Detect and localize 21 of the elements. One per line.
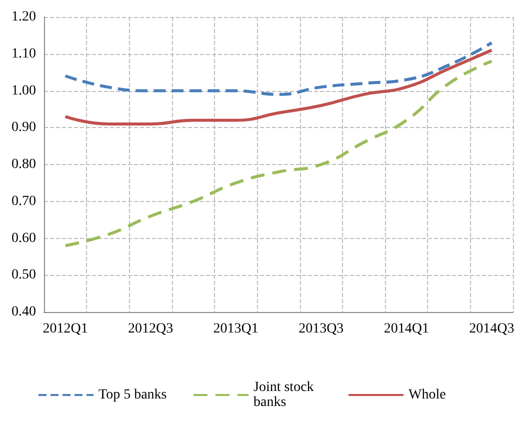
y-tick-label: 0.90 <box>12 120 36 136</box>
legend-label: Top 5 banks <box>98 388 167 402</box>
y-tick-label: 0.70 <box>12 194 36 209</box>
x-tick-label: 2012Q3 <box>128 322 174 336</box>
line-series <box>64 48 494 126</box>
y-tick-label: 1.00 <box>12 83 36 98</box>
y-tick-label: 0.60 <box>12 230 36 246</box>
y-tick-label: 1.10 <box>12 46 36 62</box>
x-tick-label: 2014Q3 <box>469 322 514 336</box>
y-tick-label: 0.40 <box>12 304 36 320</box>
legend-label: Whole <box>408 388 446 402</box>
y-tick-label: 0.50 <box>12 268 36 283</box>
x-tick-label: 2012Q1 <box>42 322 88 336</box>
x-tick-label: 2013Q1 <box>213 322 258 336</box>
line-series <box>64 60 494 248</box>
y-tick-label: 1.20 <box>12 10 36 24</box>
x-tick-label: 2013Q3 <box>298 322 344 336</box>
x-tick-label: 2014Q1 <box>384 322 429 336</box>
legend-label: Joint stock banks <box>254 380 318 410</box>
line-series <box>64 41 494 96</box>
y-tick-label: 0.80 <box>12 157 36 172</box>
